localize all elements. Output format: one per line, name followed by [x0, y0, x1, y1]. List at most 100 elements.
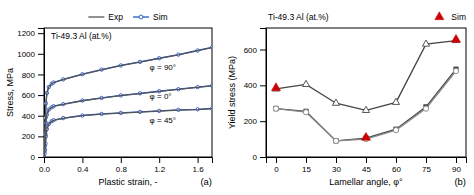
marker [423, 106, 428, 111]
tick-label: 90 [452, 165, 461, 174]
panel: 01530456075900200400600Ti-49.3 Al (at.%)… [227, 12, 467, 187]
legend-label: Sim [153, 12, 168, 22]
title: Ti-49.3 Al (at.%) [268, 12, 329, 22]
y-axis-tick: 1000 [17, 50, 44, 59]
legend-label: Exp [108, 12, 123, 22]
tick-mark [260, 121, 266, 122]
y-axis: 0200400600 [244, 29, 267, 163]
series-line [44, 108, 212, 157]
tick-label: 1000 [17, 50, 35, 59]
plot-area [44, 46, 212, 157]
y-axis-tick: 200 [244, 117, 266, 126]
x-axis-title: Plastic strain, - [98, 177, 157, 187]
y-axis-tick: 400 [22, 112, 44, 121]
y-axis-tick: 600 [22, 91, 44, 100]
legend-entry: Sim [435, 12, 466, 22]
tick-mark [260, 85, 266, 86]
x-axis-tick: 0 [274, 157, 279, 174]
plot-frame [266, 28, 466, 157]
series-line [276, 41, 456, 111]
x-axis-tick: 45 [362, 157, 371, 174]
tick-mark [38, 136, 44, 137]
marker [361, 132, 370, 140]
marker [362, 106, 369, 112]
legend-label: Sim [451, 12, 466, 22]
legend: Exp Sim [88, 12, 167, 22]
tick-label: 400 [22, 112, 36, 121]
tick-label: 600 [22, 91, 36, 100]
series-line [44, 48, 212, 157]
legend-entry: Sim [133, 12, 168, 22]
tick-label: 600 [244, 46, 258, 55]
x-axis-tick: 0.4 [77, 157, 89, 174]
series-line [44, 86, 212, 157]
tick-mark [456, 157, 457, 163]
tick-mark [426, 157, 427, 163]
y-axis-tick: 1200 [17, 29, 44, 38]
panel: 0.0 0.4 0.8 1.2 1.6 0 200 400 600 800 1000 1200 φ = … [5, 12, 214, 187]
series-line [276, 71, 456, 141]
legend: Sim [435, 12, 466, 22]
tick-mark [306, 157, 307, 163]
tick-label: 0.4 [77, 165, 89, 174]
plot-frame [44, 28, 212, 157]
marker [273, 106, 278, 111]
marker [392, 98, 399, 104]
tick-label: 0.0 [39, 165, 51, 174]
marker [302, 80, 309, 86]
plot-area [271, 34, 460, 143]
tick-mark [260, 157, 266, 158]
tick-mark [336, 157, 337, 163]
tick-mark [366, 157, 367, 163]
y-axis-tick: 200 [22, 132, 44, 141]
x-axis-tick: 0.8 [116, 157, 128, 174]
tick-label: 200 [22, 132, 36, 141]
series-line [44, 47, 212, 157]
tick-mark [38, 74, 44, 75]
tick-mark [38, 116, 44, 117]
marker [303, 110, 308, 115]
x-axis: 0 15 30 45 60 75 90 [267, 157, 467, 174]
series-line [44, 109, 212, 157]
tick-mark [260, 50, 266, 51]
tick-mark [38, 95, 44, 96]
x-axis-tick: 60 [392, 157, 401, 174]
legend-entry: Exp [88, 12, 123, 22]
tick-label: 1200 [17, 29, 35, 38]
x-axis-tick: 1.2 [154, 157, 166, 174]
x-axis-tick: 90 [452, 157, 461, 174]
chart: 0.00.40.81.21.6020040060080010001200φ = … [0, 0, 474, 195]
y-axis-line [260, 29, 267, 158]
tick-label: 45 [362, 165, 371, 174]
annotation: φ = 90° [150, 63, 176, 72]
tick-label: 800 [22, 71, 36, 80]
tick-label: 1.6 [193, 165, 205, 174]
legend-swatch [435, 12, 444, 20]
x-axis-tick: 75 [422, 157, 431, 174]
annotation: φ = 45° [150, 116, 176, 125]
marker [393, 127, 398, 132]
panel-label: (b) [454, 176, 466, 187]
series-line [44, 86, 212, 157]
tick-mark [38, 33, 44, 34]
tick-mark [198, 157, 199, 163]
tick-label: 75 [422, 165, 431, 174]
tick-label: 0 [31, 153, 36, 162]
tick-label: 30 [332, 165, 341, 174]
tick-mark [38, 157, 44, 158]
tick-mark [121, 157, 122, 163]
tick-label: 1.2 [154, 165, 166, 174]
annotation: φ = 0° [150, 92, 172, 101]
y-axis-title: Yield stress (MPa) [227, 56, 237, 129]
tick-label: 15 [302, 165, 311, 174]
x-axis-title: Lamellar angle, φ° [329, 177, 403, 187]
tick-label: 200 [244, 117, 258, 126]
y-axis-tick: 800 [22, 71, 44, 80]
marker [332, 99, 339, 105]
legend-swatch [88, 17, 104, 18]
marker [334, 139, 339, 144]
tick-mark [396, 157, 397, 163]
panel-label: (a) [200, 176, 212, 187]
y-axis-tick: 0 [31, 153, 44, 162]
tick-label: 0 [253, 153, 258, 162]
